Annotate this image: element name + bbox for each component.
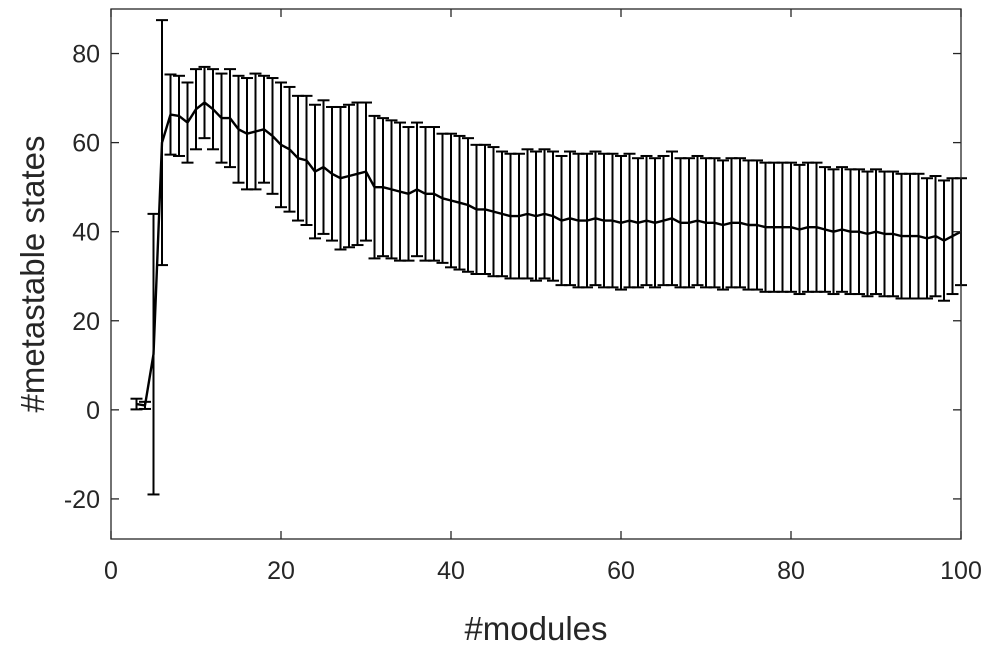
- x-tick-label: 0: [104, 557, 118, 585]
- x-tick-label: 60: [607, 557, 635, 585]
- y-tick-label: 80: [72, 41, 100, 69]
- x-tick-label: 80: [777, 557, 805, 585]
- y-axis-label: #metastable states: [14, 136, 51, 413]
- mean-line: [136, 101, 962, 407]
- x-tick-label: 20: [267, 557, 295, 585]
- y-tick-label: -20: [64, 486, 100, 514]
- y-tick-label: 0: [86, 397, 100, 425]
- x-tick-label: 40: [437, 557, 465, 585]
- x-axis-label: #modules: [464, 610, 607, 645]
- axes: [110, 8, 962, 540]
- y-tick-label: 40: [72, 219, 100, 247]
- plot-area: [130, 19, 967, 496]
- x-tick-label: 100: [940, 557, 982, 585]
- tick-labels: 0 20 40 60 80 100 -20 0 20 40 60 80: [64, 41, 982, 585]
- y-tick-label: 20: [72, 308, 100, 336]
- y-tick-label: 60: [72, 130, 100, 158]
- axes-box: [110, 8, 962, 540]
